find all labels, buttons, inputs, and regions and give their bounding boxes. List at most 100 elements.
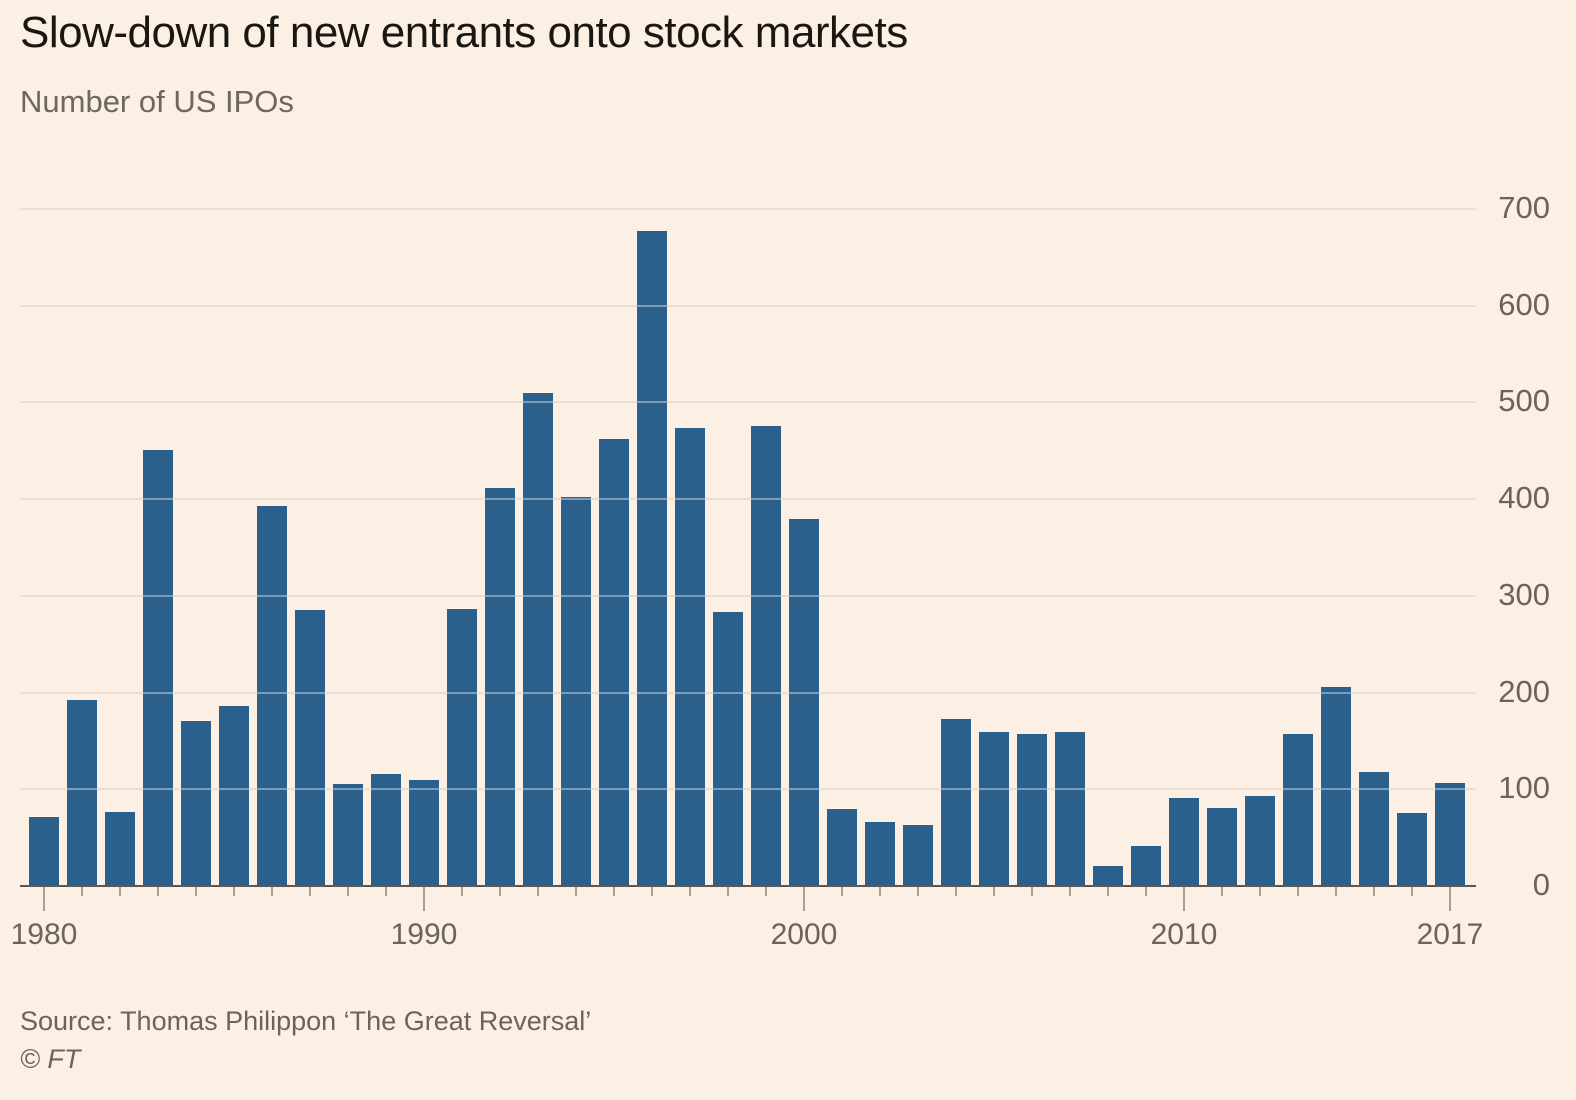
bar-gridline-overlay-1995-100: [599, 788, 629, 791]
gridline-500: [20, 401, 1476, 404]
bar-1984: [181, 720, 211, 886]
bar-gridline-overlay-1996-500: [637, 401, 667, 404]
x-tick-1983: [157, 887, 159, 896]
bar-1981: [67, 700, 97, 886]
bar-2006: [1017, 734, 1047, 886]
bar-1985: [219, 706, 249, 886]
x-tick-2007: [1069, 887, 1071, 896]
bar-gridline-overlay-2014-200: [1321, 691, 1351, 694]
bar-gridline-overlay-1993-300: [523, 594, 553, 597]
bar-1993: [523, 392, 553, 886]
x-tick-2002: [879, 887, 881, 896]
x-tick-1999: [765, 887, 767, 896]
bar-gridline-overlay-1984-100: [181, 788, 211, 791]
bar-gridline-overlay-1983-100: [143, 788, 173, 791]
bar-1982: [105, 811, 135, 886]
y-tick-label-300: 300: [1498, 576, 1550, 612]
bar-gridline-overlay-2015-100: [1359, 788, 1389, 791]
x-tick-2003: [917, 887, 919, 896]
bar-2000: [789, 518, 819, 886]
bar-2012: [1245, 796, 1275, 886]
bar-2013: [1283, 734, 1313, 886]
bar-gridline-overlay-1987-200: [295, 691, 325, 694]
x-tick-2012: [1259, 887, 1261, 896]
bar-gridline-overlay-1986-200: [257, 691, 287, 694]
y-tick-label-500: 500: [1498, 383, 1550, 419]
x-tick-1995: [613, 887, 615, 896]
gridline-400: [20, 498, 1476, 501]
x-tick-1997: [689, 887, 691, 896]
bar-1992: [485, 487, 515, 886]
bar-1990: [409, 779, 439, 886]
x-tick-2016: [1411, 887, 1413, 896]
bar-1998: [713, 612, 743, 886]
bar-gridline-overlay-2000-100: [789, 788, 819, 791]
bar-gridline-overlay-2017-100: [1435, 788, 1465, 791]
x-tick-2004: [955, 887, 957, 896]
x-tick-label-2017: 2017: [1416, 918, 1484, 951]
y-tick-label-0: 0: [1532, 867, 1550, 902]
bar-1995: [599, 439, 629, 886]
bar-gridline-overlay-1989-100: [371, 788, 401, 791]
x-tick-1987: [309, 887, 311, 896]
bar-gridline-overlay-1993-400: [523, 498, 553, 501]
x-tick-1993: [537, 887, 539, 896]
x-tick-2014: [1335, 887, 1337, 896]
bar-gridline-overlay-1999-200: [751, 691, 781, 694]
bar-gridline-overlay-1983-300: [143, 594, 173, 597]
bar-gridline-overlay-1997-400: [675, 498, 705, 501]
bar-gridline-overlay-1990-100: [409, 788, 439, 791]
bar-1997: [675, 427, 705, 886]
bar-2014: [1321, 686, 1351, 886]
x-tick-1986: [271, 887, 273, 896]
bar-gridline-overlay-1986-100: [257, 788, 287, 791]
x-tick-2000: [803, 887, 805, 911]
x-tick-2017: [1449, 887, 1451, 911]
chart-title: Slow-down of new entrants onto stock mar…: [20, 8, 908, 57]
gridline-200: [20, 691, 1476, 694]
bar-gridline-overlay-1997-200: [675, 691, 705, 694]
x-tick-1998: [727, 887, 729, 896]
bar-gridline-overlay-2006-100: [1017, 788, 1047, 791]
bar-gridline-overlay-1991-200: [447, 691, 477, 694]
y-tick-label-700: 700: [1498, 190, 1550, 225]
bar-gridline-overlay-1995-300: [599, 594, 629, 597]
x-tick-1994: [575, 887, 577, 896]
bar-gridline-overlay-1985-100: [219, 788, 249, 791]
bar-gridline-overlay-1994-200: [561, 691, 591, 694]
bar-gridline-overlay-1983-200: [143, 691, 173, 694]
bar-gridline-overlay-1994-300: [561, 594, 591, 597]
x-tick-1989: [385, 887, 387, 896]
bar-gridline-overlay-1991-100: [447, 788, 477, 791]
copyright-text: © FT: [20, 1044, 81, 1074]
x-tick-1990: [423, 887, 425, 911]
x-tick-2001: [841, 887, 843, 896]
bar-2007: [1055, 732, 1085, 886]
x-tick-label-1990: 1990: [390, 918, 458, 951]
bar-gridline-overlay-1998-100: [713, 788, 743, 791]
bar-gridline-overlay-1992-400: [485, 498, 515, 501]
bar-gridline-overlay-1987-100: [295, 788, 325, 791]
bar-gridline-overlay-1988-100: [333, 788, 363, 791]
bar-2009: [1131, 846, 1161, 886]
bar-gridline-overlay-1997-300: [675, 594, 705, 597]
x-tick-1996: [651, 887, 653, 896]
bar-2011: [1207, 807, 1237, 886]
x-tick-2011: [1221, 887, 1223, 896]
bar-1991: [447, 609, 477, 886]
bar-gridline-overlay-1999-300: [751, 594, 781, 597]
bar-gridline-overlay-1999-400: [751, 498, 781, 501]
bar-2004: [941, 718, 971, 886]
plot-area: 1980 1990 2000 2010 2017: [11, 208, 1483, 951]
bar-1996: [637, 231, 667, 886]
y-tick-label-100: 100: [1498, 770, 1550, 806]
bar-gridline-overlay-1995-200: [599, 691, 629, 694]
bar-gridline-overlay-2005-100: [979, 788, 1009, 791]
bar-gridline-overlay-2013-100: [1283, 788, 1313, 791]
x-tick-2008: [1107, 887, 1109, 896]
x-tick-1988: [347, 887, 349, 896]
bar-gridline-overlay-1993-100: [523, 788, 553, 791]
x-axis-line: [20, 885, 1476, 887]
bar-gridline-overlay-1993-200: [523, 691, 553, 694]
x-tick-2006: [1031, 887, 1033, 896]
